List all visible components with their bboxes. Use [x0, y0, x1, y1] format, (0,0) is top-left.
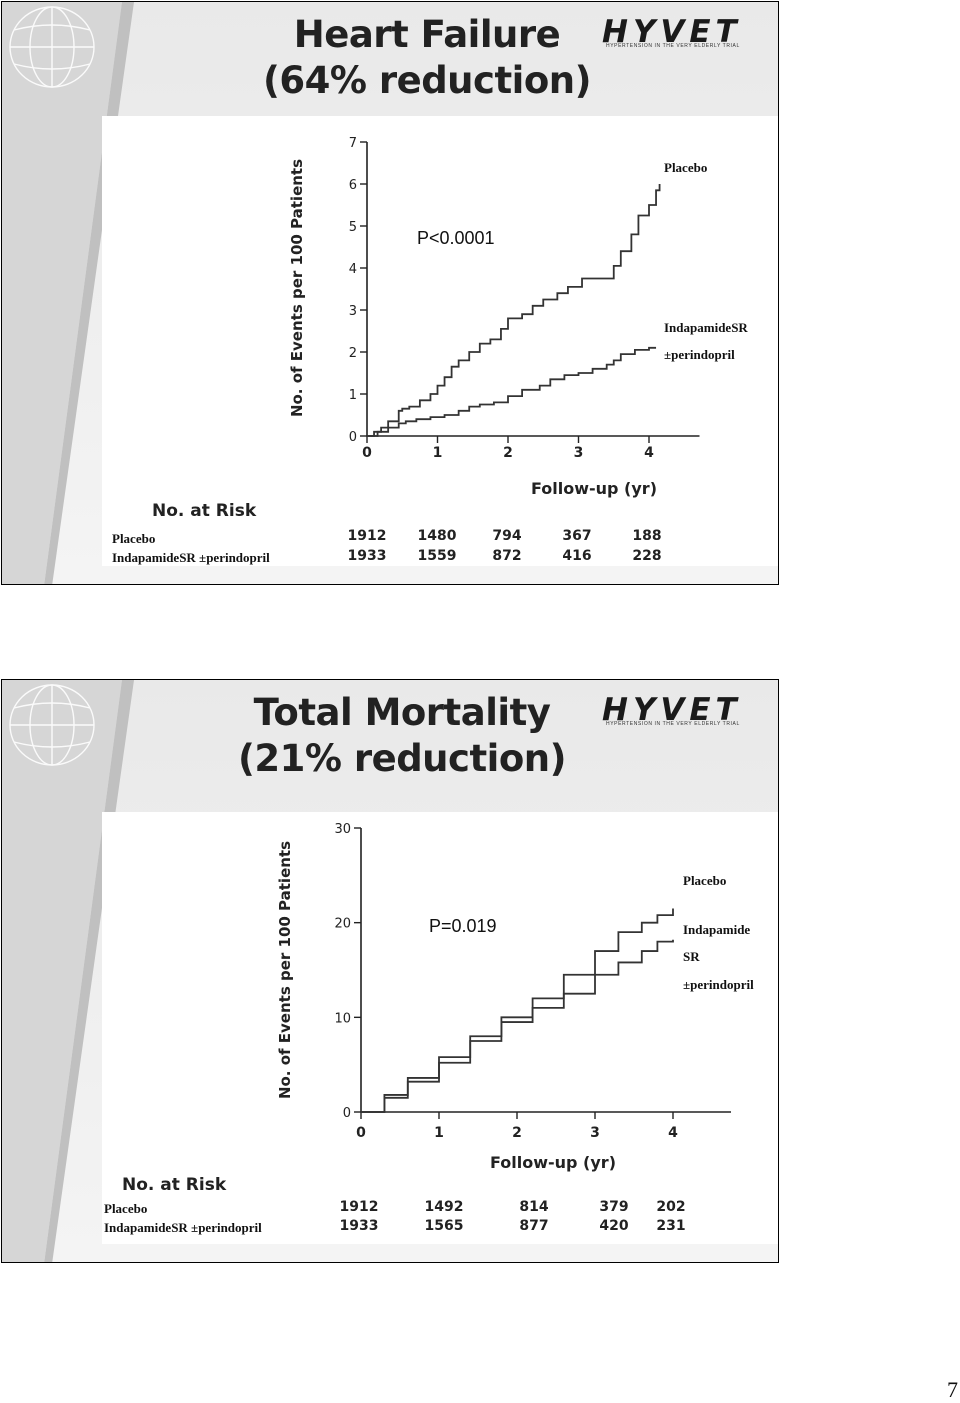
risk-value: 1912: [339, 1199, 379, 1215]
p-value: P<0.0001: [417, 228, 495, 248]
y-tick-label: 7: [349, 136, 357, 151]
y-tick-label: 0: [349, 430, 357, 445]
risk-value: 1565: [424, 1218, 464, 1234]
globe-icon: [9, 684, 95, 766]
legend-label: Placebo: [664, 160, 707, 175]
series-line-placebo: [367, 184, 661, 437]
hyvet-logo: HYVET HYPERTENSION IN THE VERY ELDERLY T…: [602, 692, 742, 728]
risk-table-title: No. at Risk: [122, 1175, 227, 1195]
risk-value: 202: [656, 1199, 686, 1215]
risk-value: 877: [519, 1218, 549, 1234]
y-tick-label: 20: [334, 917, 351, 932]
chart-total-mortality: 0 10 20 30 0 1 2 3 4 Follow-up (yr) No. of Events …: [276, 822, 754, 1172]
chart-panel: [102, 812, 778, 1244]
risk-row-label-active: IndapamideSR ±perindopril: [104, 1220, 262, 1235]
risk-table-title: No. at Risk: [152, 501, 257, 521]
slide-heart-failure: Heart Failure (64% reduction) HYVET HYPE…: [1, 1, 779, 585]
title-line-1: Total Mortality: [253, 691, 551, 734]
legend-label: Placebo: [683, 873, 726, 888]
x-tick-label: 3: [574, 445, 584, 461]
hyvet-logo: HYVET HYPERTENSION IN THE VERY ELDERLY T…: [602, 14, 742, 50]
y-tick-label: 4: [349, 262, 357, 277]
risk-value: 231: [656, 1218, 686, 1234]
x-tick-label: 3: [590, 1125, 600, 1141]
y-axis-label: No. of Events per 100 Patients: [276, 841, 294, 1099]
risk-value: 794: [492, 528, 522, 544]
x-tick-label: 2: [503, 445, 513, 461]
x-axis-label: Follow-up (yr): [531, 479, 657, 498]
x-tick-label: 1: [433, 445, 443, 461]
y-axis-label: No. of Events per 100 Patients: [288, 159, 306, 417]
y-tick-label: 2: [349, 346, 357, 361]
x-tick-label: 1: [434, 1125, 444, 1141]
risk-value: 872: [492, 548, 522, 564]
chart-panel: [102, 116, 778, 566]
y-tick-label: 1: [349, 388, 357, 403]
risk-value: 1933: [339, 1218, 379, 1234]
risk-value: 1559: [417, 548, 457, 564]
x-tick-label: 4: [644, 445, 654, 461]
page-number: 7: [947, 1377, 958, 1402]
series-line-placebo: [361, 908, 674, 1113]
y-tick-label: 3: [349, 304, 357, 319]
legend-label: ±perindopril: [664, 347, 735, 362]
slide-title: Heart Failure (64% reduction): [202, 12, 652, 104]
risk-value: 1912: [347, 528, 387, 544]
risk-value: 416: [562, 548, 592, 564]
y-tick-label: 5: [349, 220, 357, 235]
risk-value: 1492: [424, 1199, 464, 1215]
chart-heart-failure: 0 1 2 3 4 5 6 7 0 1 2 3 4 Follow-up (yr) No. of Events…: [288, 136, 748, 498]
risk-value: 420: [599, 1218, 629, 1234]
x-axis-label: Follow-up (yr): [490, 1153, 616, 1172]
legend-label: SR: [683, 949, 700, 964]
p-value: P=0.019: [429, 916, 497, 936]
title-line-1: Heart Failure: [293, 13, 561, 56]
title-line-2: (64% reduction): [263, 59, 592, 102]
title-line-2: (21% reduction): [238, 737, 567, 780]
y-tick-label: 6: [349, 178, 357, 193]
x-tick-label: 2: [512, 1125, 522, 1141]
x-tick-label: 0: [356, 1125, 366, 1141]
legend-label: ±perindopril: [683, 977, 754, 992]
risk-value: 1933: [347, 548, 387, 564]
y-tick-label: 10: [334, 1011, 351, 1026]
slide-title: Total Mortality (21% reduction): [177, 690, 627, 782]
legend-label: Indapamide: [683, 922, 750, 937]
risk-value: 367: [562, 528, 592, 544]
y-tick-label: 30: [334, 822, 351, 837]
risk-row-label-placebo: Placebo: [104, 1201, 148, 1216]
legend-label: IndapamideSR: [664, 320, 748, 335]
slide-total-mortality: Total Mortality (21% reduction) HYVET HY…: [1, 679, 779, 1263]
risk-row-label-active: IndapamideSR ±perindopril: [112, 550, 270, 565]
risk-value: 228: [632, 548, 662, 564]
risk-value: 1480: [417, 528, 457, 544]
globe-icon: [9, 6, 95, 88]
x-tick-label: 0: [362, 445, 372, 461]
risk-row-label-placebo: Placebo: [112, 531, 156, 546]
risk-value: 379: [599, 1199, 629, 1215]
risk-value: 814: [519, 1199, 549, 1215]
risk-value: 188: [632, 528, 662, 544]
x-tick-label: 4: [668, 1125, 678, 1141]
series-line-indapamide: [361, 939, 674, 1113]
y-tick-label: 0: [343, 1106, 351, 1121]
series-line-indapamide: [367, 346, 657, 437]
